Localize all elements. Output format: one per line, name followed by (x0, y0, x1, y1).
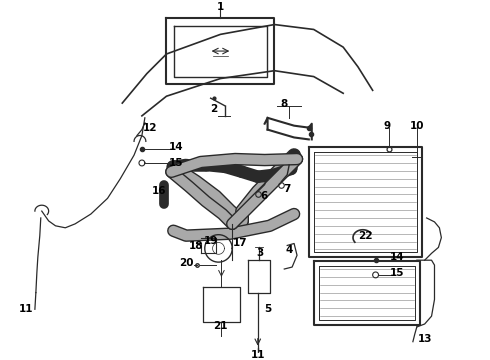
Text: 15: 15 (169, 158, 184, 168)
Text: 11: 11 (19, 304, 33, 314)
Text: 9: 9 (384, 121, 391, 131)
Text: 20: 20 (179, 258, 194, 268)
Text: 4: 4 (286, 246, 293, 255)
Text: 12: 12 (143, 123, 157, 132)
Text: 5: 5 (264, 304, 271, 314)
Text: 11: 11 (250, 350, 265, 360)
Text: 16: 16 (151, 186, 166, 197)
Text: 2: 2 (210, 104, 217, 114)
Text: 1: 1 (217, 2, 224, 12)
Text: 13: 13 (417, 334, 432, 344)
Text: 22: 22 (359, 231, 373, 240)
Text: 15: 15 (390, 268, 404, 278)
Text: 10: 10 (410, 121, 424, 131)
Text: 18: 18 (189, 242, 203, 251)
Text: 7: 7 (284, 184, 291, 194)
Text: 14: 14 (390, 252, 405, 262)
Text: 6: 6 (260, 192, 267, 201)
Text: 8: 8 (281, 99, 288, 109)
Text: 21: 21 (213, 321, 228, 331)
Text: 14: 14 (169, 142, 184, 152)
Text: 17: 17 (233, 238, 247, 248)
Text: 3: 3 (256, 248, 263, 258)
Text: 19: 19 (203, 235, 218, 246)
